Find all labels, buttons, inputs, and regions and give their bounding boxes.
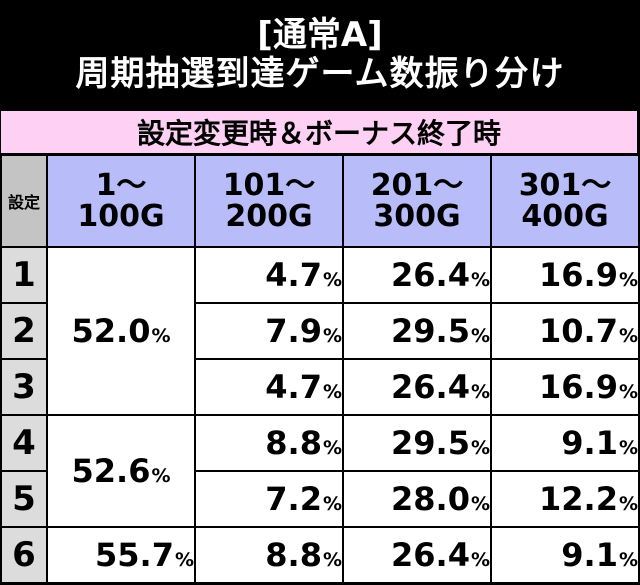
header-range-301-400: 301～ 400G: [490, 154, 640, 248]
value: 10.7: [539, 312, 618, 350]
table-header-row: 設定 1～ 100G 101～ 200G 201～ 300G 301～ 400G: [0, 154, 640, 248]
percent-sign: %: [618, 437, 638, 459]
percent-sign: %: [470, 549, 490, 571]
header-range-start: 301～: [518, 167, 612, 203]
percent-sign: %: [618, 325, 638, 347]
value: 7.2: [265, 480, 322, 518]
percent-sign: %: [151, 325, 171, 347]
value: 28.0: [391, 480, 470, 518]
value: 4.7: [265, 256, 322, 294]
header-setting: 設定: [0, 154, 48, 248]
percent-sign: %: [151, 465, 171, 487]
table-row: 3 4.7% 26.4% 16.9%: [0, 358, 640, 416]
value-cell: 4.7%: [194, 246, 344, 304]
percent-sign: %: [322, 325, 342, 347]
value: 26.4: [391, 256, 470, 294]
value: 8.8: [265, 536, 322, 574]
percent-sign: %: [322, 269, 342, 291]
value-cell-setting-6: 55.7%: [46, 526, 196, 584]
condition-banner: 設定変更時＆ボーナス終了時: [0, 110, 638, 154]
value-cell: 9.1%: [490, 414, 640, 472]
percent-sign: %: [322, 381, 342, 403]
value: 55.7: [95, 536, 174, 574]
value-cell: 26.4%: [342, 246, 492, 304]
table-row: 1 52.0% 4.7% 26.4% 16.9%: [0, 246, 640, 416]
value: 16.9: [539, 368, 618, 406]
value: 9.1: [561, 424, 618, 462]
setting-cell: 6: [0, 526, 48, 584]
percent-sign: %: [322, 493, 342, 515]
header-range-end: 400G: [521, 199, 609, 234]
merged-cell-settings-1-3: 52.0%: [46, 246, 196, 416]
setting-cell: 4: [0, 414, 48, 472]
value: 9.1: [561, 536, 618, 574]
value: 52.0: [71, 312, 151, 350]
merged-cell-settings-4-5: 52.6%: [46, 414, 196, 528]
value-cell: 29.5%: [342, 302, 492, 360]
percent-sign: %: [618, 549, 638, 571]
value-cell: 16.9%: [490, 246, 640, 304]
value-cell: 8.8%: [194, 526, 344, 584]
percent-sign: %: [174, 549, 194, 571]
setting-cell: 1: [0, 246, 48, 304]
header-range-start: 1～: [95, 167, 147, 203]
header-range-end: 300G: [373, 199, 461, 234]
value-cell: 8.8%: [194, 414, 344, 472]
value: 16.9: [539, 256, 618, 294]
value-cell: 7.9%: [194, 302, 344, 360]
percent-sign: %: [618, 493, 638, 515]
percent-sign: %: [470, 325, 490, 347]
table-row: 4 52.6% 8.8% 29.5% 9.1%: [0, 414, 640, 528]
setting-cell: 2: [0, 302, 48, 360]
percent-sign: %: [322, 549, 342, 571]
title-block: [通常A] 周期抽選到達ゲーム数振り分け: [0, 0, 640, 110]
table-row: 2 7.9% 29.5% 10.7%: [0, 302, 640, 360]
value: 8.8: [265, 424, 322, 462]
title-main: 周期抽選到達ゲーム数振り分け: [75, 54, 565, 94]
value-cell: 28.0%: [342, 470, 492, 528]
percent-sign: %: [470, 269, 490, 291]
value-cell: 12.2%: [490, 470, 640, 528]
value: 29.5: [391, 312, 470, 350]
header-range-end: 100G: [77, 199, 165, 234]
value-cell: 16.9%: [490, 358, 640, 416]
percent-sign: %: [470, 437, 490, 459]
header-range-start: 101～: [222, 167, 316, 203]
value: 29.5: [391, 424, 470, 462]
percent-sign: %: [618, 269, 638, 291]
table-row: 5 7.2% 28.0% 12.2%: [0, 470, 640, 528]
header-range-end: 200G: [225, 199, 313, 234]
value: 26.4: [391, 536, 470, 574]
value-cell: 26.4%: [342, 526, 492, 584]
value-cell: 4.7%: [194, 358, 344, 416]
value: 26.4: [391, 368, 470, 406]
value-cell: 9.1%: [490, 526, 640, 584]
percent-sign: %: [470, 381, 490, 403]
header-range-1-100: 1～ 100G: [46, 154, 196, 248]
value-cell: 7.2%: [194, 470, 344, 528]
table-row: 6 55.7% 8.8% 26.4% 9.1%: [0, 526, 640, 584]
header-range-start: 201～: [370, 167, 464, 203]
title-mode: [通常A]: [257, 14, 383, 55]
header-range-201-300: 201～ 300G: [342, 154, 492, 248]
value: 52.6: [71, 452, 151, 490]
value-cell: 10.7%: [490, 302, 640, 360]
header-range-101-200: 101～ 200G: [194, 154, 344, 248]
value-cell: 29.5%: [342, 414, 492, 472]
percent-sign: %: [618, 381, 638, 403]
value: 4.7: [265, 368, 322, 406]
percent-sign: %: [470, 493, 490, 515]
value-cell: 26.4%: [342, 358, 492, 416]
setting-cell: 3: [0, 358, 48, 416]
value: 7.9: [265, 312, 322, 350]
percent-sign: %: [322, 437, 342, 459]
value: 12.2: [539, 480, 618, 518]
setting-cell: 5: [0, 470, 48, 528]
distribution-table: 設定 1～ 100G 101～ 200G 201～ 300G 301～ 400G…: [0, 154, 640, 584]
